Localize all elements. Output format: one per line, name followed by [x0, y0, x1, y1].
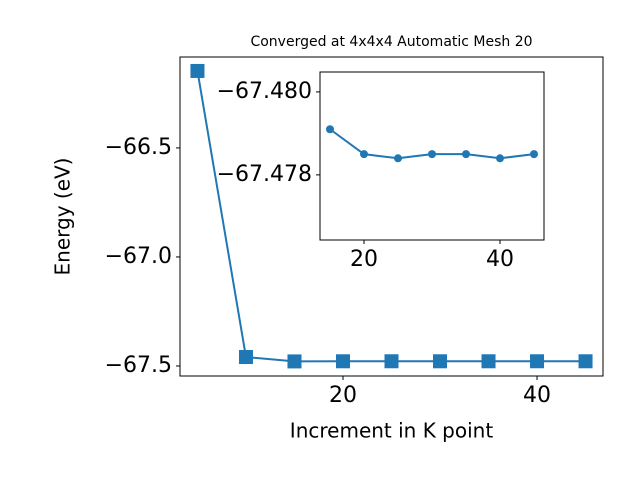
x-tick-label: 40 — [486, 247, 514, 272]
data-point — [238, 350, 253, 365]
data-point — [433, 354, 448, 369]
data-point — [393, 154, 402, 163]
y-tick-label: −66.5 — [105, 135, 172, 160]
data-point — [578, 354, 593, 369]
x-tick-label: 40 — [523, 383, 551, 408]
data-point — [530, 354, 545, 369]
x-tick-label: 20 — [350, 247, 378, 272]
y-axis-label: Energy (eV) — [51, 158, 75, 276]
x-axis-label: Increment in K point — [290, 419, 494, 443]
data-point — [496, 154, 505, 163]
y-tick-label: −67.478 — [217, 162, 312, 187]
data-point — [530, 150, 539, 159]
data-point — [481, 354, 496, 369]
data-point — [359, 150, 368, 159]
data-point — [335, 354, 350, 369]
data-point — [462, 150, 471, 159]
chart-title: Converged at 4x4x4 Automatic Mesh 20 — [250, 34, 532, 50]
y-tick-label: −67.480 — [217, 79, 312, 104]
x-tick-label: 20 — [329, 383, 357, 408]
y-tick-label: −67.0 — [105, 244, 172, 269]
y-tick-label: −67.5 — [105, 353, 172, 378]
data-point — [190, 63, 205, 78]
data-point — [384, 354, 399, 369]
data-point — [287, 354, 302, 369]
data-point — [325, 125, 334, 134]
data-point — [428, 150, 436, 159]
